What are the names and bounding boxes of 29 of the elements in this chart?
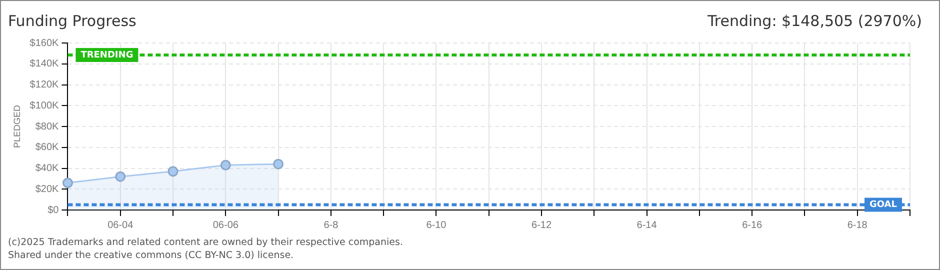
point [273, 158, 284, 170]
y-tick-label: $0 [48, 204, 60, 216]
x-tick-label: 6-12 [531, 220, 552, 231]
x-tick-label: 06-06 [212, 220, 239, 231]
text: Shared under the creative commons (CC BY-NC 3.0) license. [8, 249, 295, 262]
ref-line-label: TRENDING [80, 50, 134, 60]
point [115, 171, 126, 182]
y-tick-label: $40K [35, 163, 60, 174]
x-tick-label: 6-18 [847, 220, 868, 231]
y-tick-label: $120K [30, 80, 60, 90]
point [220, 160, 231, 170]
y-axis-title: PLEDGED [12, 104, 22, 148]
text: (c)2025 Trademarks and related content are owned by their respective companies. [8, 236, 403, 249]
point [62, 178, 73, 188]
y-tick-label: $60K [35, 142, 60, 154]
y-tick-label: $100K [30, 100, 60, 112]
y-tick-label: $80K [35, 121, 60, 132]
chart-subtitle: Trending: $148,505 (2970%) [707, 12, 922, 30]
ref-line-label: GOAL [870, 200, 898, 210]
x-tick-label: 6-16 [742, 220, 763, 231]
x-tick-label: 6-10 [426, 220, 447, 231]
x-tick-label: 6-14 [636, 220, 658, 231]
y-tick-label: $140K [30, 58, 60, 70]
x-tick-label: 06-04 [108, 220, 134, 231]
x-tick-label: 6-8 [324, 220, 339, 231]
chart-title: Funding Progress [8, 12, 136, 30]
point [168, 166, 178, 177]
y-tick-label: $20K [35, 184, 60, 195]
y-tick-label: $160K [30, 38, 60, 49]
